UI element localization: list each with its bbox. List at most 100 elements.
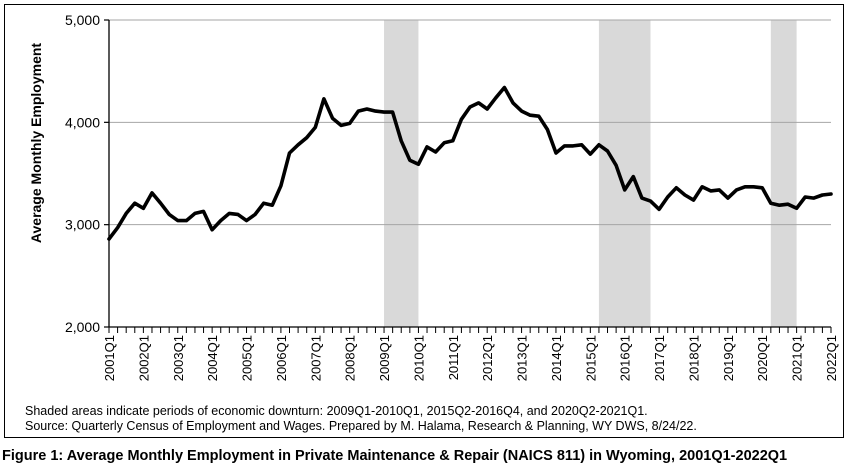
data-point <box>529 114 531 116</box>
data-point <box>512 102 514 104</box>
data-point <box>159 202 162 204</box>
data-point <box>684 194 686 196</box>
data-point <box>211 229 213 231</box>
data-point <box>263 202 265 204</box>
axes <box>104 19 832 333</box>
x-tick-label: 2008Q1 <box>343 335 358 381</box>
data-point <box>821 194 824 196</box>
data-point <box>718 189 720 191</box>
x-tick-label: 2009Q1 <box>377 335 392 381</box>
data-point <box>331 117 334 119</box>
data-point <box>357 110 359 112</box>
data-point <box>452 140 454 142</box>
data-point <box>417 163 420 165</box>
data-point <box>744 186 746 188</box>
data-point <box>546 128 548 131</box>
x-tick-label: 2013Q1 <box>515 335 530 381</box>
x-tick-label: 2002Q1 <box>136 335 151 381</box>
x-tick-label: 2018Q1 <box>686 335 701 381</box>
x-tick-label: 2015Q1 <box>583 335 598 381</box>
y-tick-label: 2,000 <box>65 319 100 335</box>
x-tick-label: 2020Q1 <box>755 335 770 381</box>
data-point <box>727 197 729 199</box>
data-point <box>649 200 652 202</box>
x-tick-label: 2007Q1 <box>308 335 323 381</box>
data-point <box>486 108 488 110</box>
data-point <box>409 159 411 161</box>
downturn-shading <box>384 20 797 327</box>
data-point <box>297 144 299 146</box>
data-point <box>151 192 153 194</box>
y-tick-label: 3,000 <box>65 217 100 233</box>
source-note: Source: Quarterly Census of Employment a… <box>25 419 697 433</box>
data-point <box>598 144 600 146</box>
x-tick-label: 2012Q1 <box>480 335 495 381</box>
data-point <box>761 187 763 189</box>
data-point <box>477 102 480 104</box>
data-point <box>374 110 377 112</box>
data-point <box>572 145 574 147</box>
x-tick-label: 2022Q1 <box>824 335 839 381</box>
data-point <box>606 150 609 152</box>
x-tick-label: 2003Q1 <box>171 335 186 381</box>
data-point <box>142 207 144 209</box>
x-tick-label: 2011Q1 <box>446 335 461 380</box>
data-point <box>787 203 789 205</box>
data-point <box>280 185 282 187</box>
data-point <box>400 140 402 142</box>
data-point <box>589 153 591 155</box>
data-point <box>194 212 196 215</box>
data-point <box>581 144 583 146</box>
data-point <box>658 208 660 210</box>
data-point <box>288 152 291 154</box>
data-point <box>177 219 179 222</box>
data-point <box>675 187 677 189</box>
data-point <box>555 152 557 154</box>
data-point <box>125 212 127 215</box>
y-tick-label: 4,000 <box>65 114 100 130</box>
x-tick-label: 2006Q1 <box>274 335 289 381</box>
data-point <box>426 146 428 148</box>
data-point <box>228 212 230 215</box>
shaded-period <box>598 20 651 327</box>
data-point <box>435 151 437 153</box>
data-point <box>503 86 505 89</box>
data-point <box>392 111 394 113</box>
data-point <box>185 219 187 222</box>
x-tick-label: 2005Q1 <box>240 335 255 381</box>
employment-series <box>107 85 833 241</box>
data-point <box>735 189 738 191</box>
x-tick-label: 2001Q1 <box>102 335 117 381</box>
x-tick-label: 2014Q1 <box>549 335 564 381</box>
y-tick-label: 5,000 <box>65 12 100 28</box>
data-point <box>237 213 239 216</box>
data-point <box>116 227 119 229</box>
data-point <box>460 118 463 120</box>
x-tick-label: 2004Q1 <box>205 335 220 381</box>
x-tick-label: 2019Q1 <box>721 335 736 381</box>
data-point <box>770 202 772 204</box>
data-point <box>314 126 316 129</box>
data-point <box>520 110 523 112</box>
x-tick-label: 2021Q1 <box>790 335 805 381</box>
data-point <box>778 204 781 206</box>
data-point <box>804 196 806 198</box>
data-point <box>254 213 256 216</box>
shaded-period <box>770 20 797 327</box>
y-axis-label: Average Monthly Employment <box>28 43 44 244</box>
data-point <box>323 98 325 100</box>
data-point <box>641 197 643 199</box>
data-point <box>632 175 634 178</box>
data-point <box>753 186 755 188</box>
data-point <box>667 196 669 198</box>
data-point <box>202 210 205 212</box>
data-point <box>443 142 445 144</box>
figure-caption: Figure 1: Average Monthly Employment in … <box>2 448 788 464</box>
figure-frame: 2,000 3,000 4,000 5,000 2001Q1 2002Q1 2003Q1 2… <box>4 4 844 438</box>
data-point <box>495 97 497 99</box>
data-point <box>692 199 695 201</box>
data-point <box>245 219 248 222</box>
shading-note: Shaded areas indicate periods of economi… <box>25 404 648 418</box>
data-point <box>366 108 368 110</box>
data-point <box>624 189 626 191</box>
